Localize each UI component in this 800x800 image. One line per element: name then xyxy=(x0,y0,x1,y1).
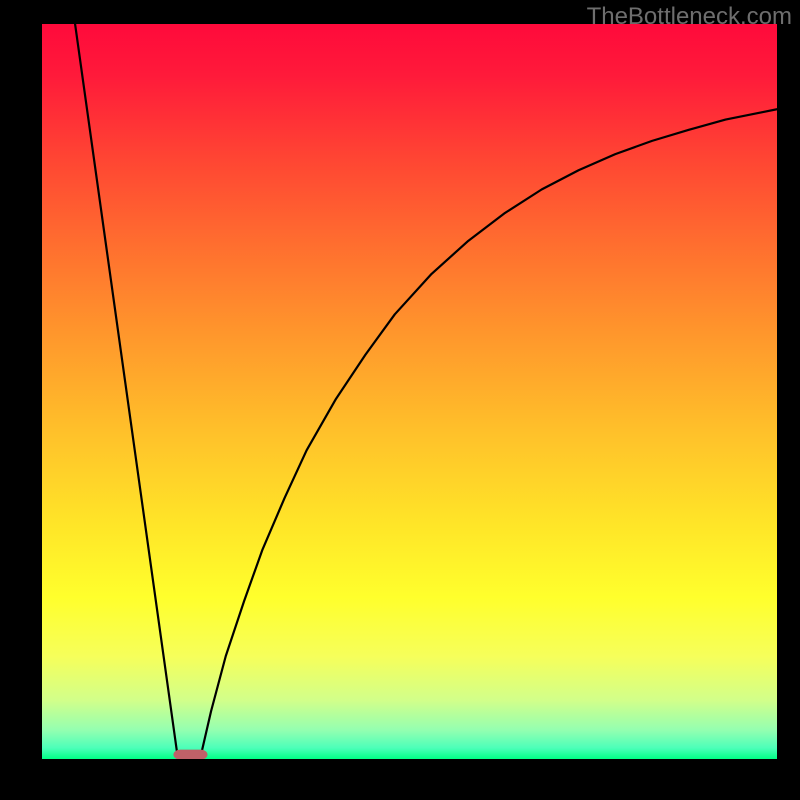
chart-stage: TheBottleneck.com xyxy=(0,0,800,800)
plot-area xyxy=(42,24,777,759)
gradient-background xyxy=(42,24,777,759)
watermark-text: TheBottleneck.com xyxy=(587,3,792,31)
bottleneck-marker xyxy=(174,750,207,759)
